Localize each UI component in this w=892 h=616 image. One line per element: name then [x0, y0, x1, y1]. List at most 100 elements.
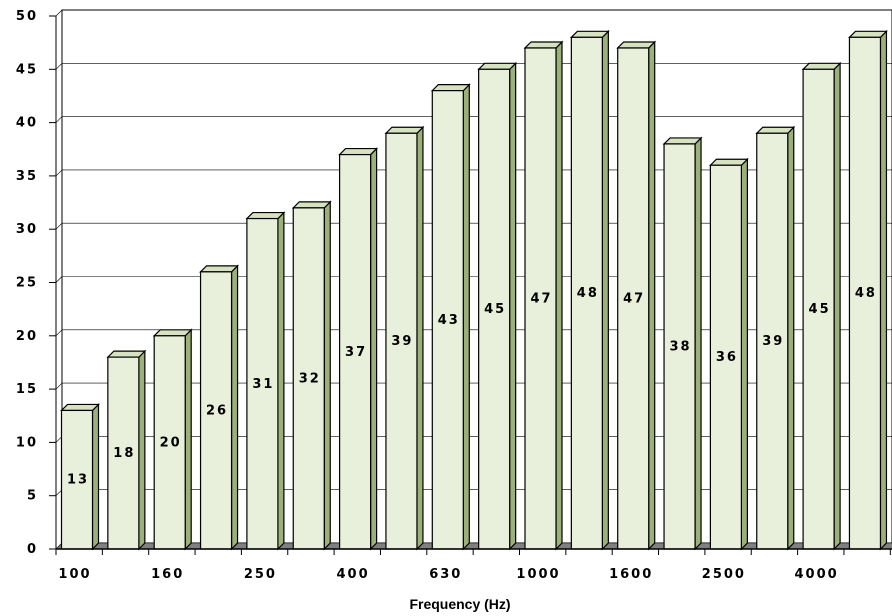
data-label: 13	[67, 473, 89, 488]
gridline-side	[55, 169, 63, 177]
x-tick-label: 1000	[516, 567, 560, 582]
bar-front	[570, 36, 603, 550]
data-label: 39	[391, 334, 413, 349]
bar-side	[694, 136, 702, 551]
y-tick-label: 25	[16, 276, 38, 291]
bar-160	[152, 328, 193, 551]
bar-side	[740, 157, 749, 551]
bar-front	[385, 132, 418, 550]
gridline-side	[55, 116, 63, 123]
y-tick-label: 35	[16, 169, 38, 184]
bar-front	[60, 409, 94, 550]
bar-250	[245, 211, 286, 551]
y-tick-label: 40	[16, 116, 38, 131]
bar-side	[509, 61, 517, 551]
x-tick-label: 1600	[609, 567, 653, 582]
x-axis	[55, 548, 892, 555]
bar-front	[663, 143, 696, 550]
bar-side	[277, 211, 285, 551]
bar-side	[323, 200, 331, 551]
bar-side	[555, 40, 563, 551]
bar-top	[662, 137, 703, 145]
bar-100	[60, 402, 100, 551]
gridline-side	[55, 222, 63, 230]
bar-top	[199, 265, 239, 273]
data-label: 37	[345, 345, 367, 360]
gridline-side	[55, 9, 63, 17]
bar-front	[199, 271, 233, 550]
bar-side	[601, 29, 609, 551]
x-tick-label: 100	[58, 567, 91, 582]
bar-top	[60, 403, 100, 412]
bar-1250	[569, 29, 610, 551]
bar-top	[106, 350, 147, 358]
bar-top	[755, 126, 796, 134]
bar-side	[230, 264, 239, 551]
bar-top	[848, 30, 888, 38]
x-tick-label: 400	[337, 567, 370, 582]
bar-top	[430, 84, 471, 92]
bar-front	[848, 36, 882, 550]
data-label: 31	[252, 377, 274, 392]
bar-side	[370, 147, 378, 551]
bar-top	[616, 41, 657, 49]
data-label: 36	[716, 350, 738, 365]
data-label: 39	[762, 334, 784, 349]
data-label: 43	[438, 313, 460, 328]
data-label: 45	[809, 302, 831, 317]
bar-5000	[848, 29, 888, 551]
bar-side	[462, 83, 470, 551]
y-tick-label: 15	[16, 382, 38, 397]
gridline-side	[55, 382, 63, 390]
bar-top	[801, 62, 842, 70]
bar-side	[416, 125, 424, 551]
bar-front	[292, 207, 325, 550]
bar-side	[833, 61, 841, 551]
y-tick-label: 30	[16, 222, 38, 237]
data-label: 18	[113, 446, 135, 461]
data-labels: 13 18 20 26 31 32 37 39 43 45 47 48 47 38 36 39 45 48	[67, 286, 877, 488]
data-label: 20	[160, 435, 182, 450]
x-tick-label: 4000	[795, 567, 839, 582]
bar-top	[569, 30, 610, 38]
data-label: 45	[484, 302, 506, 317]
bar-top	[477, 62, 518, 70]
x-tick-label: 2500	[702, 567, 746, 582]
bar-side	[184, 328, 192, 551]
data-label: 47	[623, 291, 645, 306]
bar-1000	[523, 40, 564, 551]
bar-front	[524, 47, 557, 550]
gridline-side	[55, 63, 63, 70]
bar-front	[246, 217, 279, 550]
x-axis-title: Frequency (Hz)	[409, 596, 510, 612]
bar-front	[478, 68, 511, 550]
x-tick-labels: 100 160 250 400 630 1000 1600 2500 4000	[58, 567, 839, 582]
gridline-side	[55, 329, 63, 337]
data-label: 47	[530, 291, 552, 306]
bars	[60, 29, 888, 551]
x-tick-label: 630	[429, 567, 462, 582]
bar-2500	[708, 157, 749, 551]
data-label: 26	[206, 403, 228, 418]
bar-315	[291, 200, 332, 551]
bar-top	[384, 126, 425, 134]
data-label: 48	[855, 286, 877, 301]
x-tick-label: 250	[244, 567, 277, 582]
y-tick-label: 0	[27, 542, 38, 557]
bar-top	[152, 329, 193, 337]
y-tick-label: 45	[16, 62, 38, 77]
data-label: 32	[299, 371, 321, 386]
y-tick-label: 5	[27, 489, 38, 504]
data-label: 38	[670, 339, 692, 354]
bar-200	[199, 264, 239, 551]
x-tick-label: 160	[151, 567, 184, 582]
bar-side	[787, 125, 795, 551]
bar-1600	[616, 40, 657, 551]
bar-630	[430, 83, 471, 551]
bar-top	[338, 147, 379, 156]
bar-side	[91, 402, 100, 551]
bar-2000	[662, 136, 703, 551]
bar-front	[153, 335, 186, 550]
bar-side	[879, 29, 888, 551]
